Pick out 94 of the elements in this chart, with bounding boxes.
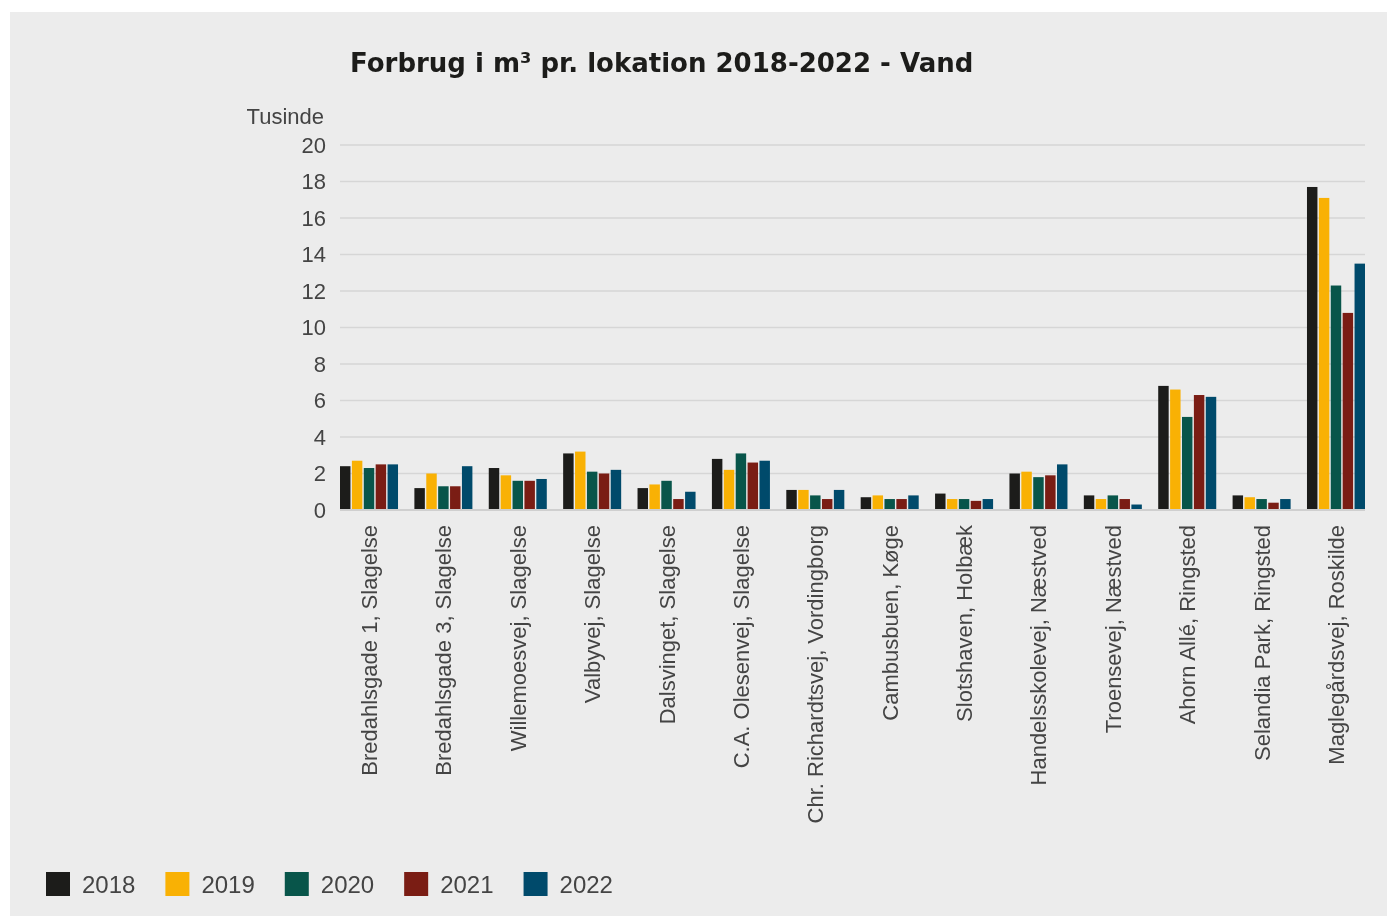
bar [512,480,524,510]
bar [1083,495,1095,510]
y-tick-label: 10 [301,315,326,341]
bar [524,480,535,510]
bar [637,488,648,510]
bar [563,453,574,510]
bar [896,499,907,510]
bar [450,486,461,510]
bar [1033,477,1044,510]
y-tick-label: 0 [313,497,326,523]
bar [673,499,684,510]
bar [1244,497,1255,510]
y-tick-label: 12 [301,278,326,304]
bar [1170,389,1181,510]
bar [1193,395,1205,510]
bar [1256,499,1267,510]
bar [426,473,437,510]
y-tick-label: 14 [301,242,326,268]
x-tick-label: Valbyvej, Slagelse [580,525,606,704]
bar [872,495,884,510]
bar [488,468,500,510]
bar [1045,475,1056,510]
y-tick-label: 2 [313,461,326,487]
bar [860,497,872,510]
x-tick-label: Maglegårdsvej, Roskilde [1323,525,1349,765]
bar [1354,263,1365,510]
x-tick-label: Bredahlsgade 3, Slagelse [431,525,457,776]
y-tick-label: 4 [313,424,326,450]
bar [340,466,351,510]
bar [363,468,375,510]
bar [798,489,809,510]
bar [610,469,622,510]
chart-title: Forbrug i m³ pr. lokation 2018-2022 - Vand [350,48,974,78]
bar [1330,285,1342,510]
bar [438,486,449,510]
x-tick-label: Slotshaven, Holbæk [952,524,978,722]
x-tick-label: C.A. Olesenvej, Slagelse [728,525,754,769]
bar [833,489,845,510]
x-tick-label: Ahorn Allé, Ringsted [1175,525,1201,725]
bar [649,484,660,510]
bar [884,499,895,510]
y-tick-label: 18 [301,169,326,195]
legend-label: 2019 [201,871,255,898]
bar [786,489,797,510]
bar [1342,312,1354,510]
bar [1306,186,1318,510]
bar [1119,499,1130,510]
bar [711,458,723,510]
legend-label: 2022 [559,871,613,898]
bar [586,471,598,510]
bar [1280,499,1291,510]
bar [500,475,512,510]
bar [1107,495,1119,510]
bar [351,460,363,510]
bar [908,495,919,510]
bar [414,488,425,510]
x-tick-label: Troensevej, Næstved [1100,525,1126,734]
bar [375,464,387,510]
bar [1232,495,1244,510]
y-tick-label: 20 [301,132,326,158]
bar [1158,385,1169,510]
x-tick-label: Bredahlsgade 1, Slagelse [357,525,383,776]
bar [759,460,770,510]
y-tick-label: 16 [301,205,326,231]
bar [935,493,946,510]
bar [1009,473,1020,510]
legend-label: 2020 [320,871,375,898]
bar [1057,464,1068,510]
bar [735,453,747,510]
legend-label: 2021 [440,871,494,898]
bar [723,469,735,510]
bar [661,480,672,510]
bar [685,491,696,510]
bar [575,451,586,510]
bar [536,478,547,510]
bar [1021,471,1032,510]
bar [461,466,473,510]
legend-label: 2018 [82,871,136,898]
x-tick-label: Handelsskolevej, Næstved [1026,525,1052,786]
y-tick-label: 8 [313,351,326,377]
x-tick-label: Selandia Park, Ringsted [1249,525,1275,762]
x-tick-label: Cambusbuen, Køge [877,525,903,721]
bar [387,464,399,510]
y-axis-title: Tusinde [246,104,324,129]
x-tick-label: Chr. Richardtsvej, Vordingborg [803,525,829,824]
x-tick-label: Dalsvinget, Slagelse [654,525,680,725]
bar [598,473,610,510]
bar [1205,396,1217,510]
bar [1318,197,1330,510]
y-tick-label: 6 [313,388,326,414]
bar [747,462,759,510]
bar [1181,416,1193,510]
x-tick-label: Willemoesvej, Slagelse [505,525,531,752]
bar [810,495,821,510]
